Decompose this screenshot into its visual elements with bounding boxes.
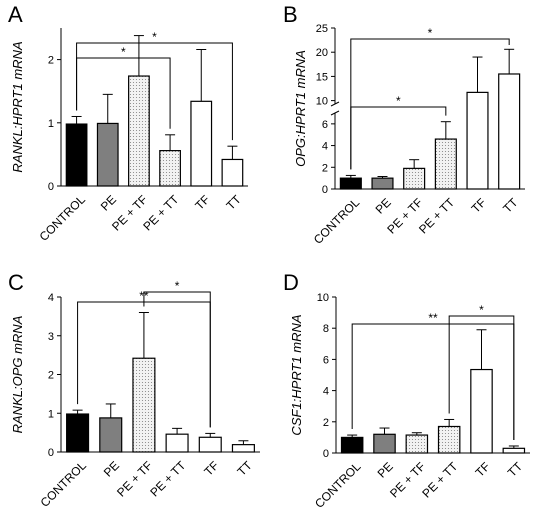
- y-tick-label: 4: [48, 292, 54, 304]
- y-tick-label: 8: [323, 323, 329, 335]
- x-tick-label: TF: [192, 192, 212, 212]
- bar-control: [339, 177, 362, 190]
- y-tick-label: 0: [323, 448, 329, 460]
- y-tick-label: 2: [323, 417, 329, 429]
- y-tick-label: 4: [323, 386, 329, 398]
- y-tick-label: 10: [316, 96, 328, 108]
- panel-letter: D: [283, 270, 299, 295]
- y-axis-label: RANKL:HPRT1 mRNA: [10, 41, 25, 172]
- bar-pe-tf: [403, 167, 426, 190]
- significance-bracket: [76, 57, 171, 129]
- y-tick-label: 0: [322, 184, 328, 196]
- bar-tt: [231, 444, 255, 453]
- y-tick-label: 6: [323, 354, 329, 366]
- y-tick-label: 10: [317, 292, 329, 304]
- y-axis-label: OPG:HPRT1 mRNA: [293, 50, 308, 167]
- bar-pe-tt: [165, 433, 189, 453]
- y-tick-label: 20: [316, 47, 328, 59]
- x-tick-label: CONTROL: [312, 459, 364, 511]
- y-tick-label: 0: [48, 181, 54, 193]
- x-tick-label: PE + TT: [147, 458, 189, 500]
- bar-tf: [190, 100, 213, 187]
- x-tick-label: TT: [505, 459, 526, 480]
- y-axis-label: CSF1:HPRT1 mRNA: [289, 314, 304, 435]
- significance-label: *: [121, 45, 126, 59]
- y-tick-label: 6: [322, 119, 328, 131]
- bar-pe-tt: [434, 138, 457, 190]
- y-tick-label: 2: [48, 55, 54, 67]
- significance-label: **: [428, 311, 438, 325]
- significance-bracket: [76, 42, 233, 141]
- bar-pe: [96, 122, 119, 187]
- bar-tt: [502, 447, 526, 454]
- x-tick-label: TT: [223, 192, 244, 213]
- bar-pe: [371, 177, 394, 190]
- bar-pe: [373, 433, 396, 454]
- panel-letter: B: [283, 2, 298, 27]
- significance-label: *: [428, 26, 433, 40]
- significance-label: *: [396, 94, 401, 108]
- bar-control: [65, 123, 88, 187]
- x-tick-label: PE: [375, 459, 396, 480]
- x-tick-label: PE: [101, 458, 122, 479]
- panel-letter: A: [8, 2, 23, 27]
- bar-pe-tf: [132, 357, 156, 453]
- bar-pe-tf: [128, 75, 150, 187]
- x-tick-label: CONTROL: [38, 458, 90, 510]
- x-tick-label: PE + TT: [140, 192, 182, 234]
- bar-pe: [99, 417, 123, 453]
- significance-bracket: [350, 38, 510, 170]
- y-tick-label: 0: [48, 447, 54, 459]
- x-tick-label: TF: [473, 459, 493, 479]
- bar-tf: [470, 368, 493, 454]
- x-tick-label: PE + TF: [114, 458, 155, 499]
- x-tick-label: PE + TT: [416, 195, 458, 237]
- y-axis-label: RANKL:OPG mRNA: [10, 316, 25, 434]
- x-tick-label: PE + TT: [419, 459, 461, 501]
- x-tick-label: CONTROL: [311, 195, 363, 247]
- bar-control: [340, 436, 364, 454]
- axis-break-mark: [330, 101, 340, 107]
- bar-tt: [498, 73, 521, 190]
- y-tick-label: 2: [48, 370, 54, 382]
- axis-break-mark: [330, 110, 340, 116]
- bar-pe-tt: [159, 150, 181, 187]
- significance-label: *: [175, 279, 180, 293]
- x-tick-label: PE: [373, 195, 394, 216]
- x-tick-label: PE: [98, 192, 119, 213]
- y-tick-label: 25: [316, 23, 328, 35]
- y-tick-label: 1: [48, 118, 54, 130]
- significance-label: *: [479, 303, 484, 317]
- x-tick-label: CONTROL: [37, 192, 89, 244]
- bar-tf: [198, 436, 222, 453]
- bar-control: [66, 413, 90, 453]
- x-tick-label: TT: [234, 458, 255, 479]
- y-tick-label: 3: [48, 331, 54, 343]
- y-tick-label: 1: [48, 408, 54, 420]
- significance-bracket: [350, 106, 447, 170]
- bar-tt: [221, 158, 244, 187]
- significance-bracket: [77, 301, 211, 428]
- significance-label: *: [152, 30, 157, 44]
- bar-tf: [466, 91, 489, 190]
- bar-pe-tt: [437, 425, 461, 454]
- significance-label: **: [139, 289, 149, 303]
- y-tick-label: 2: [322, 162, 328, 174]
- x-tick-label: TF: [469, 195, 489, 215]
- x-tick-label: TT: [500, 195, 521, 216]
- x-tick-label: TF: [201, 458, 221, 478]
- panel-letter: C: [8, 270, 24, 295]
- panel-b: B 0 2 4 6 10 15 20 25 OPG:HPRT1 mRNA CONTROL PE PE +…: [283, 2, 525, 247]
- significance-bracket: [351, 323, 515, 440]
- y-tick-label: 4: [322, 141, 328, 153]
- bar-pe-tf: [405, 434, 429, 454]
- y-tick-label: 15: [316, 71, 328, 83]
